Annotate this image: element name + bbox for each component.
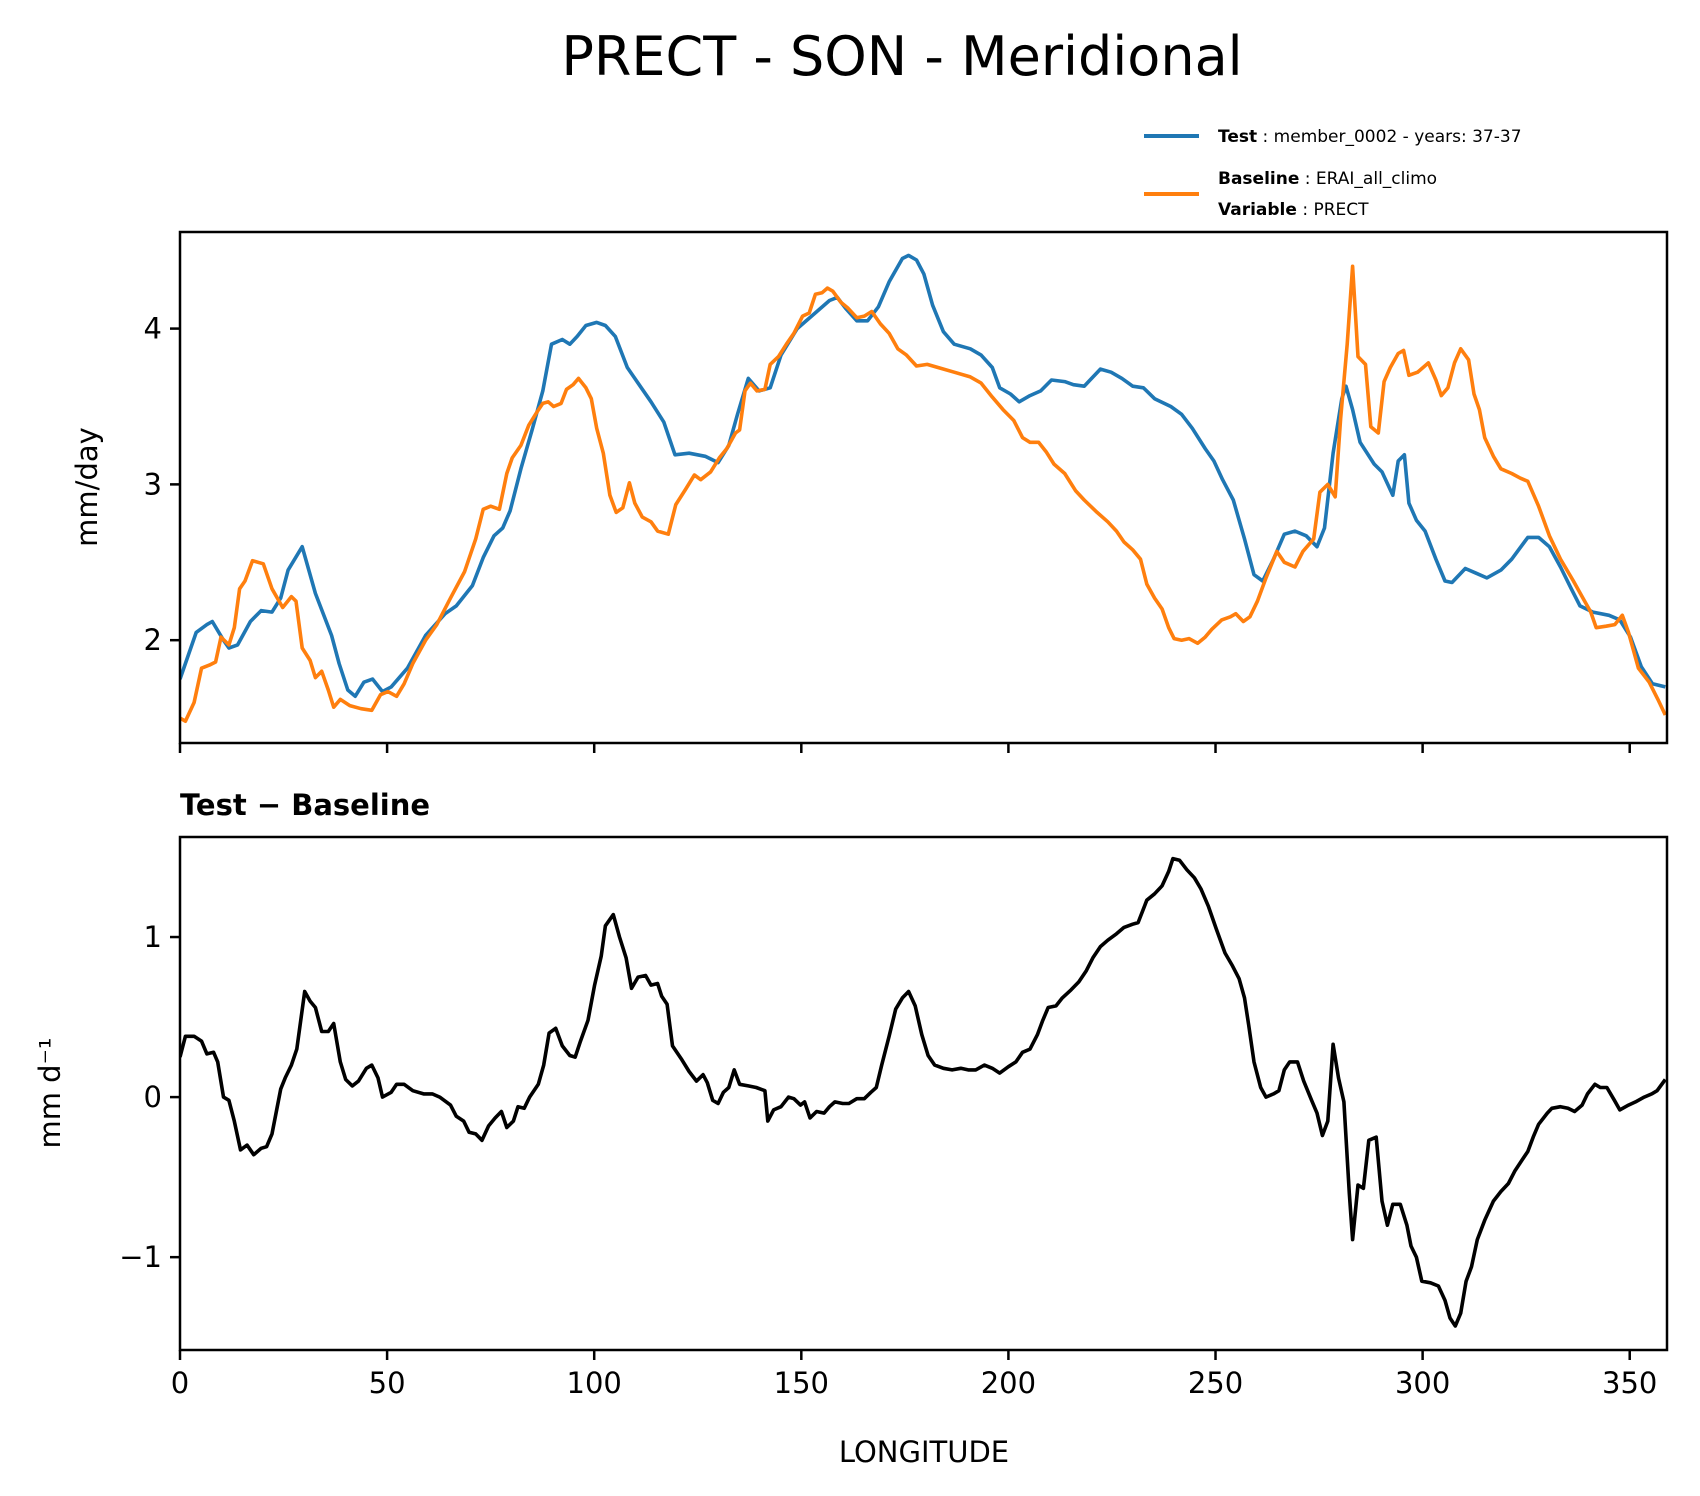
top-panel: 2 3 4 <box>144 230 1669 753</box>
x-tick-label: 50 <box>369 1366 406 1400</box>
y-tick-label: −1 <box>119 1240 162 1274</box>
y-axis-label-top: mm/day <box>70 427 104 547</box>
legend-value-baseline: ERAI_all_climo <box>1316 169 1437 189</box>
x-tick-label: 200 <box>981 1366 1036 1400</box>
axes-frame <box>178 835 1669 1352</box>
legend-value-test: member_0002 - years: 37-37 <box>1274 127 1522 147</box>
series-line-test-baseline <box>180 856 1667 1328</box>
legend-sep-baseline: : <box>1305 169 1311 189</box>
legend-value-variable: PRECT <box>1313 200 1369 220</box>
x-axis-label: LONGITUDE <box>839 1435 1009 1469</box>
y-tick-label: 4 <box>144 312 162 346</box>
legend-entry-baseline: Baseline : ERAI_all_climo <box>1218 169 1437 189</box>
y-tick-label: 3 <box>144 467 162 501</box>
x-tick-label: 150 <box>774 1366 829 1400</box>
x-tick-label: 100 <box>567 1366 622 1400</box>
x-tick-label: 250 <box>1188 1366 1243 1400</box>
legend-key-variable: Variable <box>1218 200 1297 220</box>
legend-sep-variable: : <box>1302 200 1308 220</box>
series-line-baseline <box>180 264 1667 724</box>
x-tick-label: 0 <box>171 1366 189 1400</box>
figure-title: PRECT - SON - Meridional <box>561 25 1242 88</box>
legend: Test : member_0002 - years: 37-37 Baseli… <box>1144 127 1522 220</box>
y-axis-label-diff: mm d⁻¹ <box>33 1037 67 1148</box>
series-line-test <box>180 253 1666 699</box>
legend-sep-test: : <box>1263 127 1269 147</box>
legend-entry-variable: Variable : PRECT <box>1218 200 1369 220</box>
legend-key-baseline: Baseline <box>1218 169 1299 189</box>
x-tick-label: 300 <box>1395 1366 1450 1400</box>
y-tick-label: 1 <box>144 920 162 954</box>
diff-panel-title: Test − Baseline <box>180 788 430 822</box>
difference-panel: 0 50 100 150 200 250 300 350 −1 0 1 <box>119 835 1669 1400</box>
y-tick-label: 2 <box>144 623 162 657</box>
axes-frame <box>178 230 1669 745</box>
legend-entry-test: Test : member_0002 - years: 37-37 <box>1218 127 1522 147</box>
x-tick-label: 350 <box>1602 1366 1657 1400</box>
y-tick-label: 0 <box>144 1080 162 1114</box>
legend-key-test: Test <box>1218 127 1257 147</box>
